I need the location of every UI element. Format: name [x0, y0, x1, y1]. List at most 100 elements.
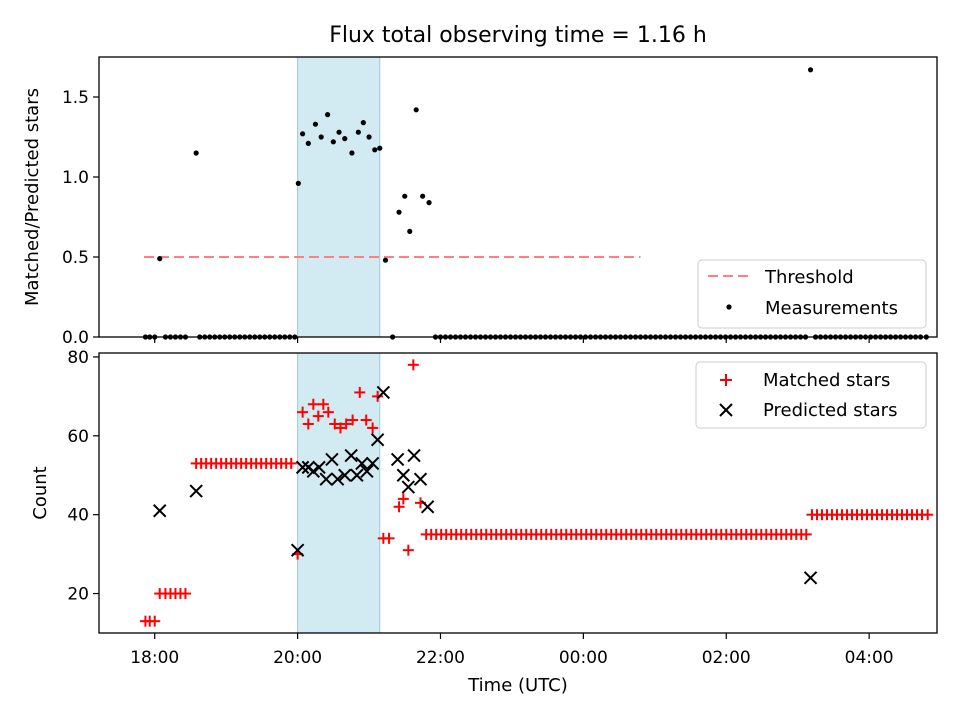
bottom-y-tick-label: 80: [67, 348, 89, 368]
predicted-star-point: [319, 472, 333, 486]
measurement-point: [360, 120, 366, 126]
measurement-point: [377, 145, 383, 151]
top-highlight-band: [297, 56, 381, 338]
predicted-star-point: [420, 500, 435, 514]
predicted-star-point: [330, 472, 345, 486]
bottom-legend: Matched stars Predicted stars: [695, 361, 927, 429]
predicted-star-point: [350, 468, 364, 482]
predicted-star-point: [189, 484, 203, 498]
measurement-point: [396, 209, 402, 215]
threshold-legend-label: Threshold: [764, 267, 854, 288]
predicted-star-point: [401, 480, 416, 494]
top-y-tick-label: 1.0: [62, 168, 89, 188]
bottom-y-tick-label: 20: [67, 585, 89, 605]
x-tick-label: 02:00: [702, 648, 751, 668]
measurement-point: [372, 147, 378, 153]
predicted-star-point: [390, 452, 405, 467]
matched-star-point: [297, 406, 309, 418]
measurement-point: [407, 228, 413, 234]
predicted-stars-points: [153, 385, 818, 585]
matched-star-point: [800, 528, 812, 540]
measurement-point: [295, 180, 301, 186]
predicted-star-point: [360, 464, 374, 479]
predicted-legend-label: Predicted stars: [763, 400, 897, 421]
bottom-y-tick-label: 40: [67, 506, 89, 526]
x-tick-label: 18:00: [130, 648, 179, 668]
matched-star-point: [340, 418, 352, 430]
top-legend: Threshold Measurements: [697, 259, 927, 329]
top-y-tick-label: 1.5: [62, 88, 89, 108]
predicted-star-point: [312, 460, 326, 475]
matched-star-point: [367, 422, 379, 434]
bottom-x-ticks: 18:00 20:00 22:00 00:00 02:00 04:00: [130, 633, 894, 668]
top-y-tick-label: 0.5: [62, 248, 89, 268]
predicted-star-point: [325, 452, 339, 467]
measurement-point: [420, 193, 426, 199]
top-panel: 0.0 0.5 1.0 1.5 Matched/Predicted stars: [22, 56, 938, 348]
measurement-point: [312, 121, 319, 127]
predicted-star-point: [306, 464, 321, 479]
bottom-y-axis-label: Count: [30, 466, 51, 519]
matched-star-point: [322, 406, 334, 418]
matched-star-point: [922, 509, 934, 521]
predicted-star-point: [376, 385, 391, 400]
predicted-star-point: [413, 472, 428, 486]
predicted-star-point: [290, 543, 305, 557]
predicted-legend-swatch: [719, 403, 733, 417]
predicted-star-point: [295, 460, 310, 475]
measurement-point: [426, 200, 432, 206]
matched-star-point: [347, 414, 359, 426]
matched-star-point: [329, 418, 341, 430]
measurement-point: [349, 150, 355, 156]
measurement-point: [366, 134, 372, 140]
predicted-star-point: [355, 456, 369, 471]
matched-star-point: [317, 398, 329, 410]
measurement-point: [807, 67, 814, 73]
x-tick-label: 00:00: [559, 648, 608, 668]
matched-star-point: [302, 418, 314, 430]
predicted-star-point: [803, 571, 818, 585]
x-tick-label: 22:00: [416, 648, 465, 668]
matched-star-point: [179, 588, 191, 600]
bottom-y-ticks: 20 40 60 80: [67, 348, 99, 605]
x-tick-label: 20:00: [273, 648, 322, 668]
matched-stars-points: [139, 359, 934, 627]
matched-star-point: [372, 390, 384, 402]
measurement-point: [325, 112, 331, 118]
top-y-axis-label: Matched/Predicted stars: [22, 88, 43, 306]
measurement-point: [318, 134, 324, 140]
measurement-point: [193, 150, 199, 156]
matched-star-point: [312, 410, 324, 422]
measurements-legend-swatch: [726, 304, 732, 310]
predicted-star-point: [338, 468, 352, 482]
matched-star-point: [354, 386, 366, 398]
predicted-star-point: [370, 433, 385, 447]
measurement-point: [305, 140, 311, 146]
measurement-point: [402, 193, 408, 199]
matched-star-point: [393, 501, 405, 513]
matched-legend-label: Matched stars: [763, 370, 890, 391]
bottom-y-tick-label: 60: [67, 427, 89, 447]
predicted-star-point: [407, 448, 421, 463]
matched-star-point: [334, 422, 346, 434]
matched-legend-swatch: [720, 374, 732, 386]
measurement-point: [330, 139, 336, 145]
measurement-point: [382, 257, 389, 263]
measurement-point: [300, 131, 306, 137]
top-axes-frame: [98, 56, 938, 338]
predicted-star-point: [396, 468, 411, 482]
matched-star-point: [397, 493, 409, 505]
matched-star-point: [360, 414, 372, 426]
matched-star-point: [285, 457, 297, 469]
matched-star-point: [149, 615, 161, 627]
predicted-star-point: [365, 456, 380, 471]
measurement-point: [336, 129, 342, 135]
x-tick-label: 04:00: [845, 648, 894, 668]
measurements-legend-label: Measurements: [765, 298, 898, 319]
matched-star-point: [307, 398, 319, 410]
figure-title: Flux total observing time = 1.16 h: [329, 23, 707, 48]
predicted-star-point: [344, 448, 358, 463]
